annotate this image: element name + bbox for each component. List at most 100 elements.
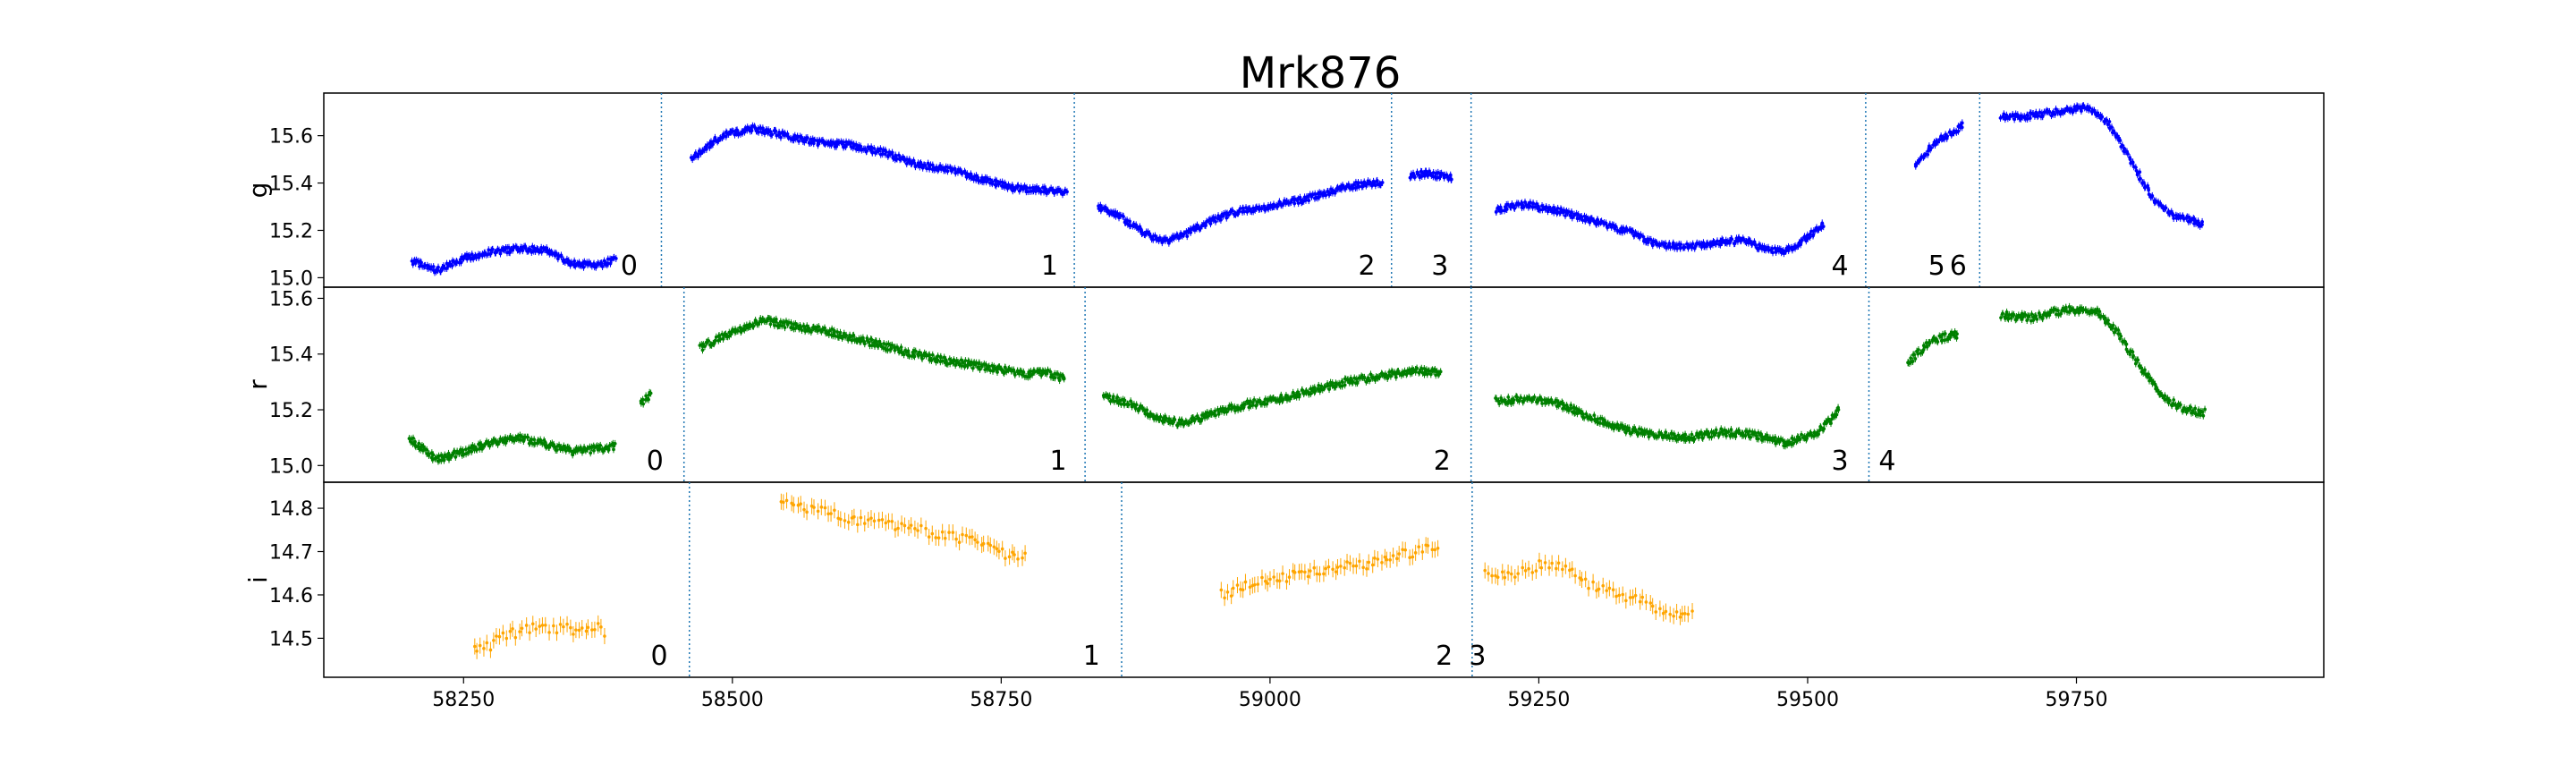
data-point <box>1309 392 1313 395</box>
data-point <box>1098 203 1103 208</box>
data-point <box>1151 237 1156 242</box>
data-point <box>904 162 909 166</box>
data-point <box>1185 234 1190 239</box>
data-point <box>2110 125 2114 130</box>
data-point <box>2026 114 2029 118</box>
data-point <box>474 256 479 259</box>
data-point <box>507 245 511 250</box>
data-point <box>994 183 998 188</box>
data-point <box>1359 181 1363 185</box>
data-point <box>2028 116 2032 121</box>
data-point <box>816 141 820 146</box>
data-point <box>1145 408 1149 412</box>
data-point <box>471 257 476 261</box>
panel-g: g 15.0 15.2 15.4 15.6 0 1 2 3 4 5 6 <box>243 92 2325 290</box>
series-segment-2 <box>698 314 1066 385</box>
data-point <box>572 259 577 263</box>
data-point <box>848 336 852 339</box>
data-point <box>1355 381 1360 385</box>
data-point <box>2164 206 2168 210</box>
data-point <box>708 145 712 149</box>
data-point <box>417 441 421 446</box>
data-point <box>735 128 739 132</box>
data-point <box>2147 188 2151 192</box>
data-point <box>1057 378 1062 382</box>
chart-title: Mrk876 <box>1240 48 1402 98</box>
data-point <box>797 139 801 143</box>
data-point <box>707 338 710 343</box>
data-point <box>539 250 544 254</box>
y-tick-label: 15.6 <box>269 126 313 149</box>
data-point <box>487 248 491 252</box>
data-point <box>523 244 528 249</box>
data-point <box>1039 190 1043 194</box>
data-point <box>2113 131 2116 135</box>
data-point <box>453 449 456 454</box>
series-segment-1 <box>639 388 653 408</box>
data-point <box>1412 175 1417 180</box>
series-segment-3 <box>1408 167 1453 183</box>
data-point <box>488 251 493 256</box>
data-point <box>431 453 436 457</box>
data-point <box>960 171 964 175</box>
data-point <box>1324 193 1328 198</box>
segment-label: 0 <box>647 446 664 477</box>
data-point <box>912 354 917 359</box>
data-point <box>2047 109 2052 114</box>
data-point <box>490 441 495 446</box>
data-point <box>1362 375 1367 379</box>
data-point <box>1195 223 1199 227</box>
data-point <box>1296 201 1301 206</box>
data-point <box>1531 201 1536 206</box>
data-point <box>614 257 618 260</box>
series-segment-0 <box>410 242 618 276</box>
data-point <box>1214 219 1217 224</box>
data-point <box>1929 146 1934 150</box>
data-point <box>2118 139 2123 142</box>
data-point <box>2133 166 2138 170</box>
data-point <box>1173 418 1177 422</box>
data-point <box>1021 187 1025 191</box>
data-point <box>494 251 498 255</box>
segment-label: 3 <box>1431 251 1448 282</box>
data-point <box>2150 195 2154 200</box>
data-point <box>1926 152 1930 157</box>
data-point <box>1341 380 1344 384</box>
data-point <box>843 145 848 149</box>
data-point <box>521 249 525 253</box>
data-point <box>1380 181 1385 184</box>
data-point <box>1179 419 1183 423</box>
data-point <box>612 447 615 452</box>
data-point <box>1216 410 1221 414</box>
y-tick-label: 15.2 <box>269 400 313 422</box>
y-tick-label: 15.4 <box>269 174 313 196</box>
data-point <box>490 247 495 251</box>
data-point <box>768 322 773 327</box>
data-point <box>1771 251 1775 255</box>
data-point <box>869 337 874 342</box>
data-point <box>1107 394 1112 398</box>
y-tick-label: 15.4 <box>269 344 313 367</box>
data-point <box>581 265 586 269</box>
data-point <box>431 265 436 268</box>
data-point <box>894 157 899 161</box>
data-point <box>1671 241 1675 245</box>
data-point <box>869 145 874 149</box>
data-point <box>982 180 986 184</box>
data-point <box>2135 173 2140 177</box>
data-point <box>1279 393 1284 397</box>
data-point <box>1394 375 1398 379</box>
data-point <box>735 328 740 333</box>
data-point <box>963 359 968 363</box>
data-point <box>2171 213 2175 217</box>
data-point <box>974 174 979 178</box>
data-point <box>1017 189 1021 193</box>
data-point <box>1570 210 1573 214</box>
segment-label: 4 <box>1831 251 1848 282</box>
data-point <box>2200 223 2204 226</box>
data-point <box>1650 243 1655 248</box>
data-point <box>1326 382 1329 386</box>
data-point <box>496 442 500 446</box>
data-point <box>613 441 617 446</box>
panel-r: r 15.0 15.2 15.4 15.6 0 1 2 3 4 <box>243 286 2325 483</box>
